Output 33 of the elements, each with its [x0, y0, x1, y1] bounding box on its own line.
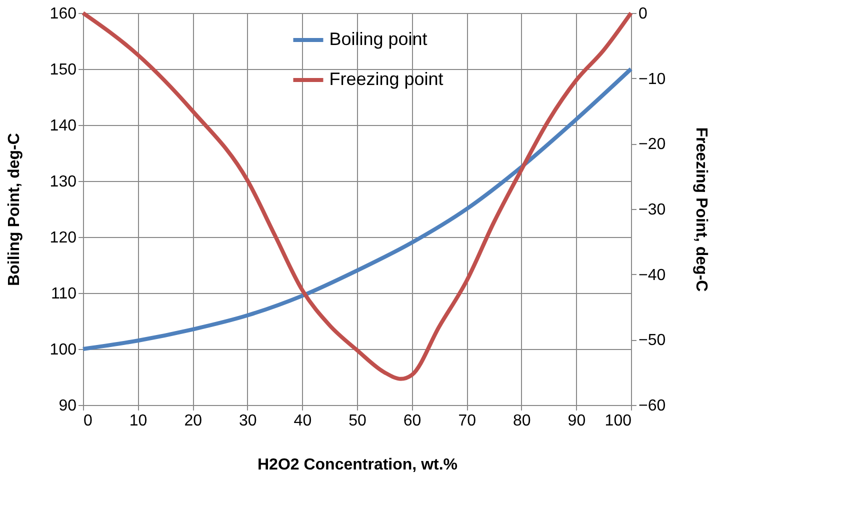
y-tick-label: 100	[50, 342, 77, 358]
line-series	[81, 67, 633, 351]
x-tick-label: 20	[184, 412, 202, 430]
x-tick-label: 100	[604, 412, 632, 430]
x-tick-label: 30	[239, 412, 257, 430]
legend-label: Freezing point	[329, 69, 444, 89]
x-tick-label: 90	[568, 412, 586, 430]
legend-label: Boiling point	[329, 29, 428, 49]
x-tick-label: 0	[84, 412, 92, 430]
y-tick-label: 150	[50, 62, 77, 78]
line-series	[81, 11, 633, 381]
y2-tick-label: −20	[638, 136, 666, 154]
y2-tick-label: −60	[638, 398, 666, 414]
y2-tick-label: −30	[638, 202, 666, 218]
x-tick-label: 10	[129, 412, 148, 430]
x-axis-title: H2O2 Concentration, wt.%	[257, 456, 458, 474]
y2-tick-label: −10	[638, 70, 666, 88]
x-tick-label: 80	[513, 412, 531, 430]
y-tick-label: 120	[50, 230, 77, 246]
y2-tick-label: −40	[638, 266, 666, 284]
y-tick-label: 140	[50, 118, 77, 134]
y2-axis-title: Freezing Point, deg-C	[692, 127, 710, 292]
y-axis-title: Boiling Point, deg-C	[6, 132, 23, 286]
x-tick-label: 70	[458, 412, 476, 430]
y-tick-label: 90	[58, 398, 77, 414]
x-tick-label: 50	[348, 412, 366, 430]
y-tick-label: 110	[50, 286, 77, 302]
x-tick-label: 60	[403, 412, 422, 430]
y2-tick-label: 0	[638, 6, 648, 22]
x-tick-label: 40	[294, 412, 312, 430]
y-tick-label: 160	[50, 6, 77, 22]
y2-tick-label: −50	[638, 332, 666, 350]
y-tick-label: 130	[50, 174, 77, 190]
